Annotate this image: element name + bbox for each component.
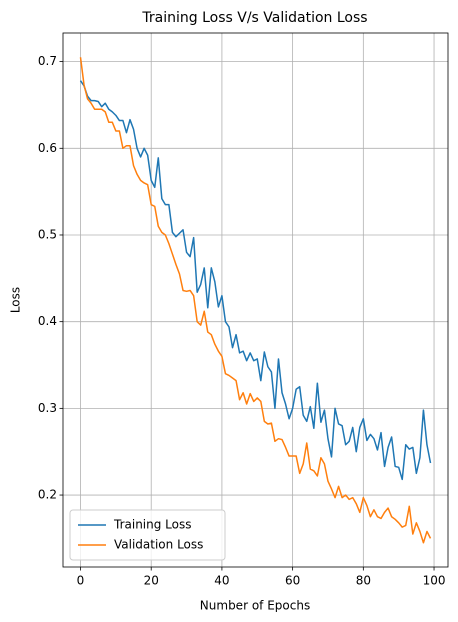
x-tick-label: 100: [423, 574, 446, 588]
x-tick-label: 0: [77, 574, 85, 588]
legend-label: Training Loss: [113, 518, 191, 532]
plot-frame: [62, 32, 449, 568]
y-axis-label: Loss: [9, 287, 23, 313]
y-tick-label: 0.6: [38, 141, 57, 155]
x-tick-label: 40: [214, 574, 229, 588]
x-tick-label: 80: [356, 574, 371, 588]
legend-box: [69, 509, 226, 561]
y-tick-label: 0.5: [38, 227, 57, 241]
x-tick-label: 60: [285, 574, 300, 588]
y-tick-label: 0.2: [38, 488, 57, 502]
x-tick-label: 20: [144, 574, 159, 588]
line-series: [79, 80, 432, 481]
line-series: [79, 57, 432, 544]
chart-title: Training Loss V/s Validation Loss: [141, 10, 367, 26]
y-tick-label: 0.4: [38, 314, 57, 328]
legend: Training Loss Validation Loss: [69, 509, 226, 561]
legend-label: Validation Loss: [114, 538, 203, 552]
y-tick-label: 0.7: [38, 54, 57, 68]
y-tick-label: 0.3: [38, 401, 57, 415]
x-axis-label: Number of Epochs: [200, 599, 310, 613]
